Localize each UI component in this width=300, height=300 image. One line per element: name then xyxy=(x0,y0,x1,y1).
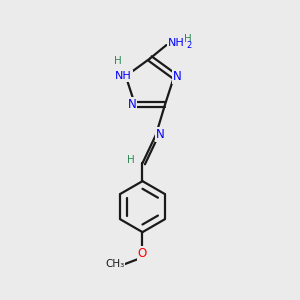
Text: 2: 2 xyxy=(186,40,191,50)
Text: N: N xyxy=(173,70,182,83)
Text: CH₃: CH₃ xyxy=(105,259,124,269)
Text: H: H xyxy=(184,34,192,44)
Text: H: H xyxy=(127,154,135,164)
Text: NH: NH xyxy=(168,38,184,49)
Text: H: H xyxy=(114,56,122,65)
Text: O: O xyxy=(138,247,147,260)
Text: NH: NH xyxy=(115,71,132,81)
Text: N: N xyxy=(156,128,165,141)
Text: N: N xyxy=(128,98,136,111)
